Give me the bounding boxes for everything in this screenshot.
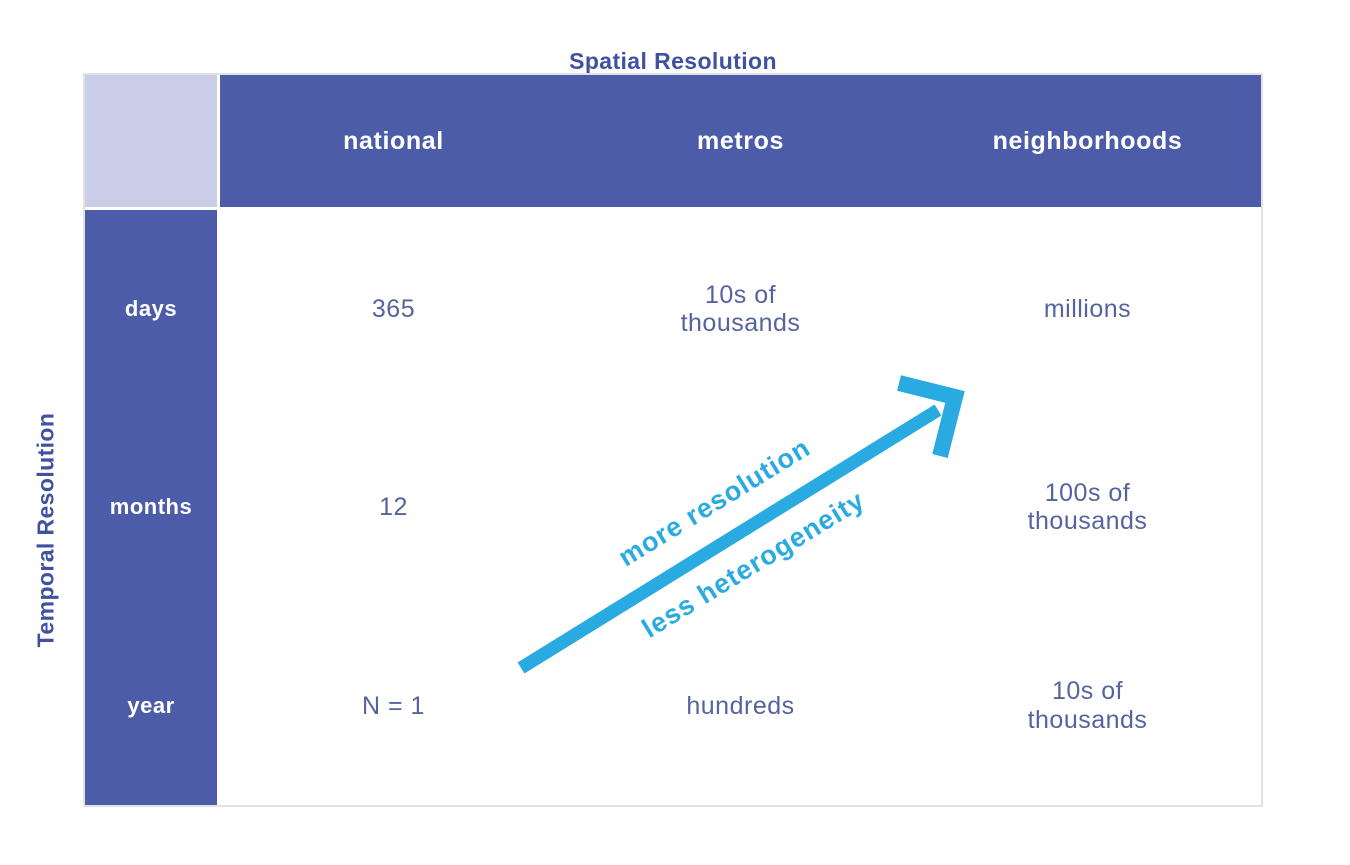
matrix-body: 365 10s of thousands millions 12 100s of… <box>220 210 1261 805</box>
cell-months-neighborhoods: 100s of thousands <box>1027 478 1148 536</box>
cell-year-metros: hundreds <box>686 691 795 720</box>
cell-days-neighborhoods: millions <box>1043 294 1132 323</box>
row-header-days: days <box>124 296 178 322</box>
cell-days-metros: 10s of thousands <box>680 280 801 338</box>
row-header-months: months <box>109 494 193 520</box>
corner-cell <box>85 75 217 207</box>
column-header-national: national <box>343 126 444 155</box>
cell-days-national: 365 <box>371 294 416 323</box>
cell-months-national: 12 <box>379 493 408 522</box>
column-header-neighborhoods: neighborhoods <box>992 126 1183 155</box>
spatial-resolution-title: Spatial Resolution <box>569 48 777 74</box>
row-header-year: year <box>127 692 175 718</box>
column-header-bar: national metros neighborhoods <box>220 75 1261 207</box>
row-header-bar: days months year <box>85 210 217 805</box>
cell-year-national: N = 1 <box>362 691 425 720</box>
cell-year-neighborhoods: 10s of thousands <box>1027 677 1148 734</box>
column-header-metros: metros <box>697 126 784 155</box>
cell-months-metros <box>567 408 914 606</box>
resolution-matrix-table: national metros neighborhoods days month… <box>83 73 1263 807</box>
temporal-resolution-title: Temporal Resolution <box>32 412 59 648</box>
